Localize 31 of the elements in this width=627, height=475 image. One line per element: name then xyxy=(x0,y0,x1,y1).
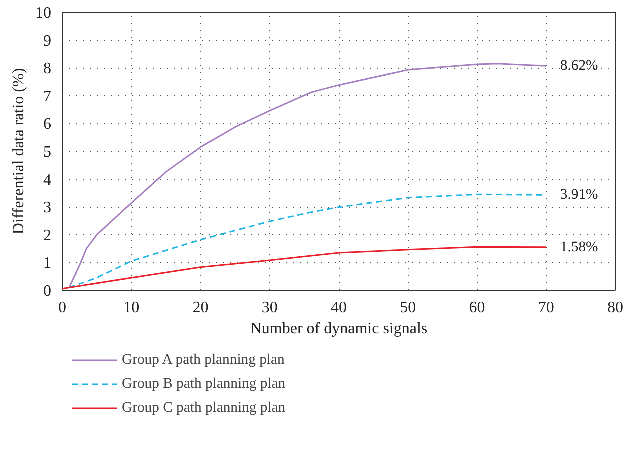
y-tick-label: 8 xyxy=(44,60,52,78)
y-axis-title: Differential data ratio (%) xyxy=(10,68,28,235)
y-tick-label: 0 xyxy=(44,283,52,300)
x-tick-label: 80 xyxy=(608,300,624,316)
x-tick-label: 10 xyxy=(124,300,140,316)
line-series xyxy=(68,194,548,288)
y-tick-label: 5 xyxy=(44,144,52,161)
x-tick-label: 20 xyxy=(192,300,209,316)
x-tick-label: 50 xyxy=(400,300,416,316)
y-tick-label: 10 xyxy=(36,5,52,22)
x-tick-label: 0 xyxy=(58,300,66,316)
annotation: 3.91% xyxy=(560,187,598,204)
x-tick-label: 30 xyxy=(262,300,278,316)
x-tick-label: 60 xyxy=(469,300,486,316)
legend-label: Group A path planning plan xyxy=(122,352,285,368)
y-tick-label: 3 xyxy=(44,200,52,217)
legend-label: Group B path planning plan xyxy=(122,376,286,392)
annotation: 8.62% xyxy=(560,58,598,74)
line-series xyxy=(68,63,548,288)
y-tick-label: 2 xyxy=(44,227,52,244)
x-tick-label: 40 xyxy=(331,300,347,316)
x-axis-title: Number of dynamic signals xyxy=(250,320,428,338)
legend-label: Group C path planning plan xyxy=(122,400,286,416)
annotation: 1.58% xyxy=(560,239,598,256)
y-tick-label: 7 xyxy=(44,88,52,106)
y-tick-label: 9 xyxy=(44,32,52,50)
line-series xyxy=(62,246,548,290)
y-tick-label: 6 xyxy=(44,116,52,134)
x-tick-label: 70 xyxy=(538,300,554,316)
y-tick-label: 1 xyxy=(44,255,52,272)
y-tick-label: 4 xyxy=(44,172,52,189)
